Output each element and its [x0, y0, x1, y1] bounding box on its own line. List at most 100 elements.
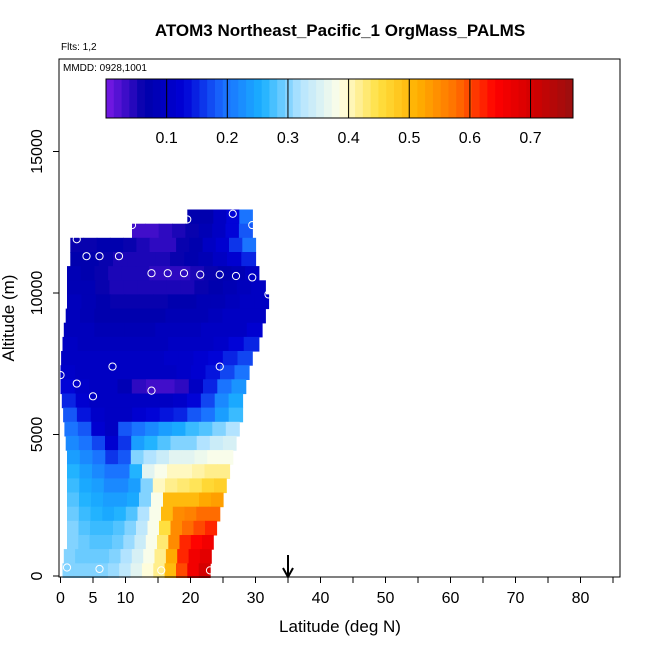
heatmap-cell	[154, 464, 168, 479]
heatmap-cell	[151, 308, 167, 324]
heatmap-cell	[168, 336, 184, 352]
heatmap-cell	[153, 563, 166, 578]
heatmap-cell	[90, 520, 103, 536]
colorbar-segment	[230, 79, 239, 118]
colorbar-segment	[432, 79, 442, 118]
heatmap-cell	[205, 520, 218, 536]
heatmap-cell	[61, 351, 77, 366]
heatmap-cell	[242, 237, 257, 253]
heatmap-cell	[118, 421, 133, 437]
heatmap-cell	[153, 336, 169, 352]
flights-label: Flts: 1,2	[61, 42, 97, 53]
heatmap-cell	[67, 294, 82, 310]
sample-point	[82, 252, 91, 261]
heatmap-cell	[173, 393, 188, 409]
heatmap-cell	[176, 266, 191, 281]
colorbar-segment	[300, 79, 309, 118]
heatmap-cell	[104, 421, 119, 437]
colorbar-segment	[557, 79, 566, 118]
heatmap-cell	[124, 322, 141, 338]
heatmap-cell	[212, 252, 228, 267]
heatmap-cell	[153, 294, 169, 310]
colorbar-segment	[160, 79, 169, 118]
heatmap-cell	[165, 308, 181, 324]
colorbar-segment	[238, 79, 247, 118]
heatmap-cell	[123, 280, 139, 296]
heatmap-cell	[183, 435, 198, 451]
sample-point	[179, 269, 189, 278]
heatmap-cell	[80, 266, 95, 281]
heatmap-cell	[176, 365, 192, 380]
heatmap-cell	[133, 365, 149, 380]
heatmap-cell	[109, 549, 121, 564]
colorbar-segment	[417, 79, 426, 118]
sample-point	[56, 370, 65, 380]
heatmap-cell	[124, 520, 137, 536]
colorbar-tick-label: 0.6	[459, 130, 481, 147]
heatmap-cell	[194, 450, 208, 465]
x-tick-label: 60	[442, 590, 460, 607]
heatmap-cell	[182, 520, 195, 536]
heatmap-cell	[67, 492, 80, 508]
heatmap-cell	[187, 407, 202, 423]
heatmap-cell	[225, 223, 240, 239]
heatmap-cell	[236, 308, 252, 324]
heatmap-cell	[165, 549, 178, 564]
heatmap-cell	[144, 435, 158, 451]
heatmap-cell	[215, 237, 230, 253]
heatmap-cell	[217, 266, 232, 281]
heatmap-cell	[75, 351, 92, 366]
heatmap-cell	[89, 393, 105, 409]
sample-point	[248, 220, 257, 230]
heatmap-cell	[145, 407, 161, 423]
colorbar-segment	[495, 79, 504, 118]
heatmap-cell	[100, 535, 113, 550]
heatmap-cell	[177, 478, 191, 494]
heatmap-cell	[190, 535, 203, 550]
heatmap-cell	[184, 506, 197, 522]
heatmap-cell	[177, 549, 190, 564]
heatmap-cell	[96, 237, 111, 253]
x-tick-label: 0	[56, 590, 65, 607]
heatmap-cell	[67, 478, 80, 494]
colorbar: 0.1 0.2 0.3 0.4 0.5 0.6 0.7	[105, 78, 574, 147]
sample-point	[72, 379, 81, 388]
y-tick-label: 0	[29, 571, 46, 580]
heatmap-cell	[174, 379, 190, 395]
colorbar-tick-label: 0.5	[398, 130, 420, 147]
heatmap-cell	[123, 237, 137, 253]
heatmap-cell	[212, 421, 227, 437]
sample-point	[95, 564, 104, 574]
heatmap-cell	[162, 365, 178, 380]
heatmap-cell	[208, 351, 224, 366]
colorbar-segment	[541, 79, 551, 118]
heatmap-cell	[95, 280, 111, 296]
heatmap-cell	[164, 351, 180, 366]
heatmap-cell	[77, 336, 94, 352]
heatmap-cell	[208, 506, 221, 522]
heatmap-cell	[192, 464, 206, 479]
heatmap-cell	[159, 393, 174, 409]
heatmap-cell	[131, 435, 145, 451]
heatmap-cell	[200, 393, 216, 409]
colorbar-segment	[269, 79, 278, 118]
heatmap-cell	[67, 520, 80, 536]
heatmap-cell	[185, 421, 200, 437]
heatmap-cell	[78, 506, 92, 522]
heatmap-cell	[108, 308, 124, 324]
heatmap-cell	[137, 506, 150, 522]
heatmap-cell	[130, 450, 145, 465]
heatmap-cell	[179, 308, 195, 324]
heatmap-cell	[225, 421, 240, 437]
heatmap-cell	[225, 294, 241, 310]
heatmap-cell	[89, 535, 102, 550]
latitude-arrow	[282, 555, 294, 580]
heatmap-cell	[189, 237, 204, 253]
heatmap-cell	[146, 379, 161, 395]
heatmap-cell	[166, 280, 181, 296]
heatmap-cell	[251, 308, 266, 324]
heatmap-cell	[81, 294, 97, 310]
sample-point	[95, 252, 104, 261]
heatmap-cell	[109, 280, 125, 296]
